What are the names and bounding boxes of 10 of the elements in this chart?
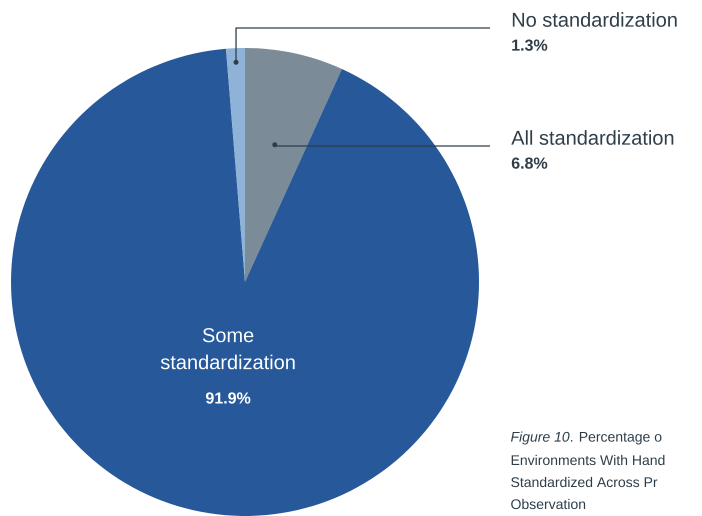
- text: Standardized Across Pr: [511, 476, 658, 488]
- data-label: 6.8%: [512, 157, 548, 169]
- slice-label: No standardization: [512, 12, 677, 27]
- slice-label: Some standardization: [160, 328, 295, 370]
- data-label: 1.3%: [512, 39, 548, 51]
- data-label: 91.9%: [206, 392, 250, 404]
- slice-label: All standardization: [511, 130, 674, 145]
- text: Environments With Hand: [512, 454, 664, 466]
- text: Figure 10. Percentage o: [510, 431, 662, 445]
- text: Observation: [511, 498, 586, 510]
